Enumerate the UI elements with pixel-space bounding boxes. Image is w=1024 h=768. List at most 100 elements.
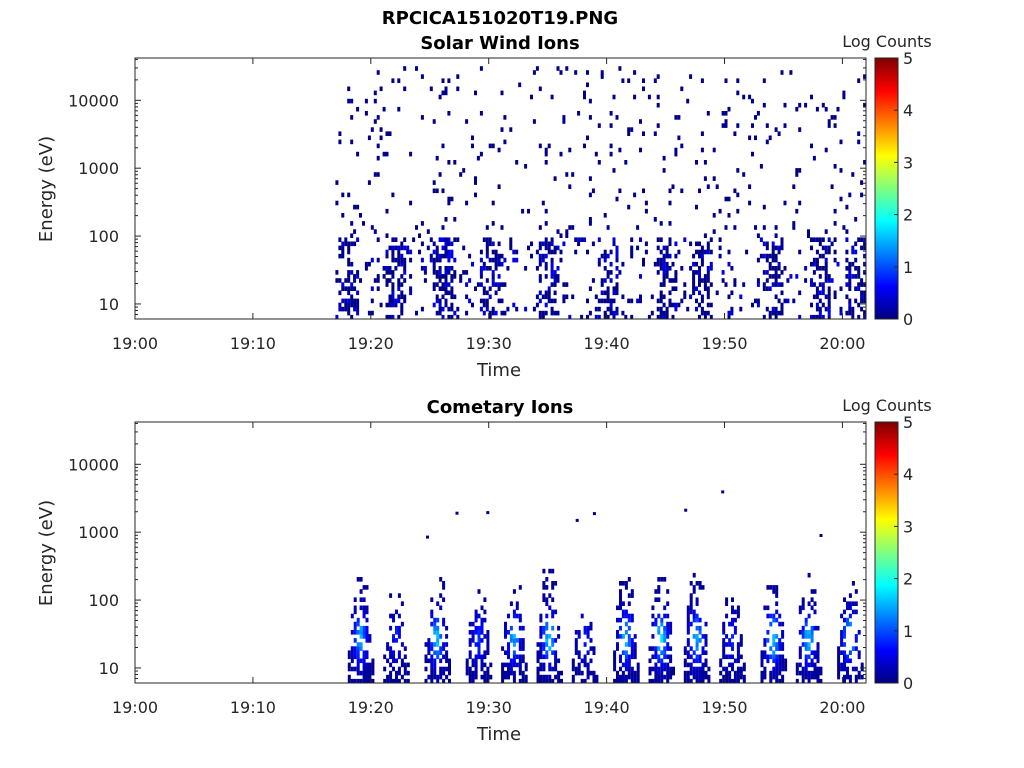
heatmap-cell [619,666,622,672]
heatmap-cell [583,90,586,96]
heatmap-cell [815,261,819,267]
heatmap-cell [507,674,510,680]
heatmap-cell [730,306,734,312]
heatmap-cell [636,674,640,680]
heatmap-cell [480,617,484,623]
heatmap-cell [843,650,846,655]
heatmap-cell [725,654,729,660]
heatmap-cell [807,674,811,680]
heatmap-cell [695,613,699,619]
heatmap-cell [394,266,398,271]
heatmap-cell [594,294,598,300]
heatmap-cell [719,678,723,683]
heatmap-cell [851,609,855,615]
heatmap-cell [813,666,817,672]
heatmap-cell [356,274,360,279]
heatmap-cell [504,630,507,635]
heatmap-cell [795,666,799,672]
heatmap-cell [474,654,478,660]
heatmap-cell [692,650,696,655]
heatmap-cell [494,310,498,316]
heatmap-cell [695,674,699,680]
heatmap-cell [683,282,687,287]
heatmap-cell [583,658,587,664]
heatmap-cell [432,270,436,275]
heatmap-cell [503,139,507,145]
heatmap-cell [739,634,743,639]
heatmap-cell [615,274,619,279]
heatmap-cell [648,658,652,664]
heatmap-cell [660,658,664,664]
heatmap-cell [731,646,734,651]
heatmap-cell [766,605,770,611]
heatmap-cell [657,678,661,683]
heatmap-cell [471,678,475,683]
heatmap-cell [765,253,769,259]
heatmap-cell [848,593,852,598]
heatmap-cell [624,642,628,647]
heatmap-cell [660,634,664,639]
heatmap-cell [588,98,592,104]
heatmap-cell [400,253,404,259]
heatmap-cell [403,237,407,242]
heatmap-cell [468,654,472,660]
heatmap-cell [356,151,360,157]
heatmap-cell [843,658,846,664]
heatmap-cell [668,290,672,296]
heatmap-cell [403,654,407,660]
heatmap-cell [706,266,710,271]
heatmap-cell [707,666,711,672]
heatmap-cell [630,245,634,251]
heatmap-cell [813,674,817,680]
heatmap-cell [736,674,740,680]
heatmap-cell [373,90,377,96]
heatmap-cell [724,111,728,116]
heatmap-cell [353,678,357,683]
heatmap-cell [480,654,484,660]
heatmap-cell [359,605,363,611]
heatmap-cell [442,666,446,672]
heatmap-cell [538,298,542,304]
y-tick-label: 10 [99,659,119,678]
heatmap-cell [373,119,377,124]
heatmap-cell [550,274,554,279]
heatmap-cell [863,310,866,316]
heatmap-cell [518,670,522,676]
heatmap-cell [674,147,678,153]
heatmap-cell [727,261,731,267]
heatmap-cell [362,625,366,631]
heatmap-cell [497,257,501,263]
heatmap-cell [353,204,357,210]
heatmap-cell [512,678,516,683]
heatmap-cell [453,294,457,300]
heatmap-cell [347,298,351,304]
heatmap-cell [383,678,387,683]
heatmap-cell [827,310,831,316]
heatmap-cell [450,266,454,271]
heatmap-cell [491,274,495,279]
heatmap-cell [698,670,702,676]
heatmap-cell [588,192,592,198]
heatmap-cell [630,650,634,655]
heatmap-cell [391,192,395,198]
heatmap-cell [860,192,864,198]
heatmap-cell [624,650,628,655]
heatmap-cell [630,646,634,651]
heatmap-cell [448,670,451,676]
heatmap-cell [588,176,592,181]
x-tick-label: 19:30 [466,698,512,717]
heatmap-cell [560,678,563,683]
heatmap-cell [725,674,729,680]
heatmap-cell [415,225,418,230]
heatmap-cell [400,658,404,664]
heatmap-cell [854,601,858,606]
heatmap-cell [615,306,619,312]
heatmap-cell [592,678,596,683]
heatmap-cell [562,119,566,124]
heatmap-cell [736,666,740,672]
heatmap-cell [698,630,702,635]
heatmap-cell [813,609,817,615]
heatmap-cell [521,674,525,680]
heatmap-cell [771,306,775,312]
